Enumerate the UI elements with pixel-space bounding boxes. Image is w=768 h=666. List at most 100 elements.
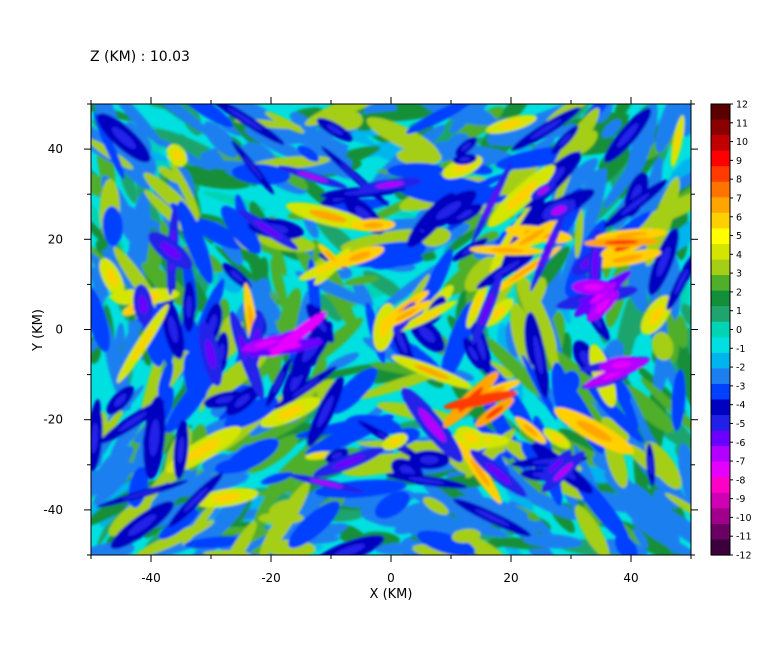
field-streak [578,167,607,257]
field-streak [158,509,199,540]
field-streak [265,111,305,134]
field-streak [224,396,279,429]
field-streak-core [611,360,632,369]
colorbar-swatch [711,337,730,354]
field-streak-core [553,462,573,482]
field-streak-core [212,493,241,503]
field-streak-core [482,184,501,221]
field-streak-core [117,411,147,432]
field-streak-core [227,107,263,131]
field-streak [575,505,610,555]
colorbar-label: 10 [736,137,748,148]
field-streak [574,208,584,259]
colorbar-swatch [711,181,730,198]
field-streak-core [111,126,136,149]
field-streak [91,197,120,257]
field-streak [258,512,304,525]
field-streak-core [468,346,478,361]
field-streak-core [317,395,334,428]
field-streak [184,536,247,549]
field-streak [676,340,691,410]
field-streak-core [277,405,305,420]
colorbar-swatch [711,415,730,432]
colorbar-label: 12 [736,100,748,111]
field-streak-core [205,339,216,369]
field-streak [495,145,581,170]
field-streak [620,384,674,433]
field-streak-core [461,142,472,151]
field-streak [171,104,234,128]
field-streak-core [285,324,311,345]
field-streak [614,104,633,119]
colorbar-label: 9 [736,156,742,167]
field-streak-core [131,325,155,362]
field-streak-core [649,306,664,324]
field-streak-core [656,246,671,277]
field-streak [423,497,449,515]
colorbar-swatch [711,243,730,261]
field-streak-core [490,248,524,253]
colorbar-swatch [711,461,730,478]
colorbar-swatch [711,228,730,245]
field-streak-core [463,432,479,444]
field-streak-core [388,437,401,446]
colorbar-swatch [711,477,730,494]
colorbar-swatch [711,119,730,136]
field-streak [601,119,622,139]
field-streak [220,521,257,555]
field-streak-core [418,408,447,442]
field-streak-core [537,186,549,195]
field-streak [138,104,213,137]
field-streak-core [550,433,563,444]
field-streak-core [394,328,408,354]
field-streak [618,493,664,536]
field-streak [165,361,222,433]
field-streak-core [648,454,653,475]
field-streak [352,279,374,310]
field-streak-core [363,222,384,229]
field-streak-core [414,309,441,323]
field-streak-core [604,240,639,245]
field-streak [330,367,378,414]
field-streak-core [492,305,506,319]
field-streak-core [127,514,157,536]
field-streak [633,527,649,549]
field-streak [647,180,691,226]
colorbar-swatch [711,399,730,416]
colorbar-label: 2 [736,287,742,298]
field-streak-core [312,453,326,458]
field-streak-core [408,477,445,485]
field-streak [157,361,174,399]
field-streak-core [620,193,650,216]
field-streak-core [576,420,613,442]
colorbar-label: 0 [736,325,742,336]
field-streak-core [456,209,473,220]
field-streak [341,453,411,477]
field-streak-core [138,295,148,315]
field-streak-core [309,479,344,488]
colorbar-swatch [711,306,730,323]
field-streak-core [177,436,185,464]
field-streak [177,200,214,284]
y-tick-label: -20 [43,413,63,427]
colorbar-label: 6 [736,212,742,223]
colorbar-label: 7 [736,193,742,204]
field-streak-core [474,509,510,527]
field-streak-core [114,393,127,407]
field-streak [452,495,529,523]
field-streak-core [506,182,537,211]
colorbar-swatch [711,539,730,556]
field-streak-core [591,248,599,281]
field-streak-core [331,452,343,460]
field-streak [144,190,191,235]
colorbar-label: -5 [736,419,745,430]
field-streak-core [492,260,520,279]
y-tick-label: 0 [55,323,63,337]
field-streak-core [420,455,439,465]
colorbar-label: -11 [736,532,752,543]
field-streak [253,447,308,522]
colorbar-swatch [711,259,730,276]
plot-area [91,104,691,555]
